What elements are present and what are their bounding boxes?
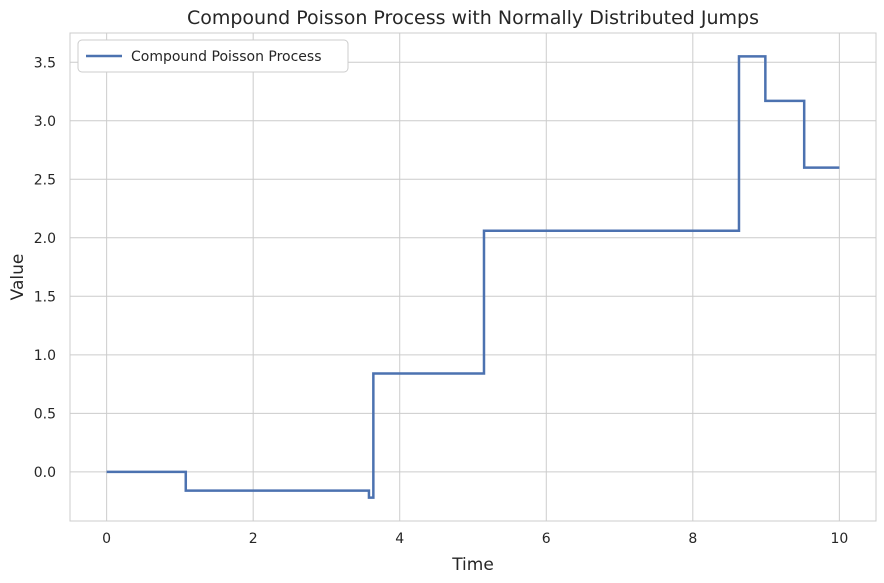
x-tick-label: 2 bbox=[249, 531, 258, 547]
x-tick-label: 4 bbox=[395, 531, 404, 547]
y-tick-label: 1.0 bbox=[34, 348, 56, 364]
y-tick-label: 0.5 bbox=[34, 406, 56, 422]
y-tick-label: 2.5 bbox=[34, 172, 56, 188]
y-tick-label: 3.0 bbox=[34, 114, 56, 130]
series-line bbox=[106, 55, 840, 499]
legend-box bbox=[77, 39, 349, 73]
y-tick-label: 0.0 bbox=[34, 465, 56, 481]
x-tick-labels: 0 2 4 6 8 10 bbox=[102, 531, 848, 547]
plot-area bbox=[69, 32, 877, 522]
y-tick-labels: 0.0 0.5 1.0 1.5 2.0 2.5 3.0 3.5 bbox=[34, 55, 56, 481]
x-tick-label: 8 bbox=[688, 531, 697, 547]
y-tick-label: 1.5 bbox=[34, 289, 56, 305]
x-tick-label: 10 bbox=[830, 531, 848, 547]
y-tick-label: 2.0 bbox=[34, 231, 56, 247]
x-axis-label: Time bbox=[451, 555, 494, 575]
y-axis-label: Value bbox=[8, 254, 28, 301]
legend: Compound Poisson Process bbox=[77, 39, 349, 73]
legend-label: Compound Poisson Process bbox=[131, 49, 322, 65]
x-tick-label: 0 bbox=[102, 531, 111, 547]
grid bbox=[70, 33, 876, 521]
x-tick-label: 6 bbox=[542, 531, 551, 547]
chart-title: Compound Poisson Process with Normally D… bbox=[187, 7, 759, 29]
series-lines bbox=[106, 55, 840, 499]
y-tick-label: 3.5 bbox=[34, 55, 56, 71]
